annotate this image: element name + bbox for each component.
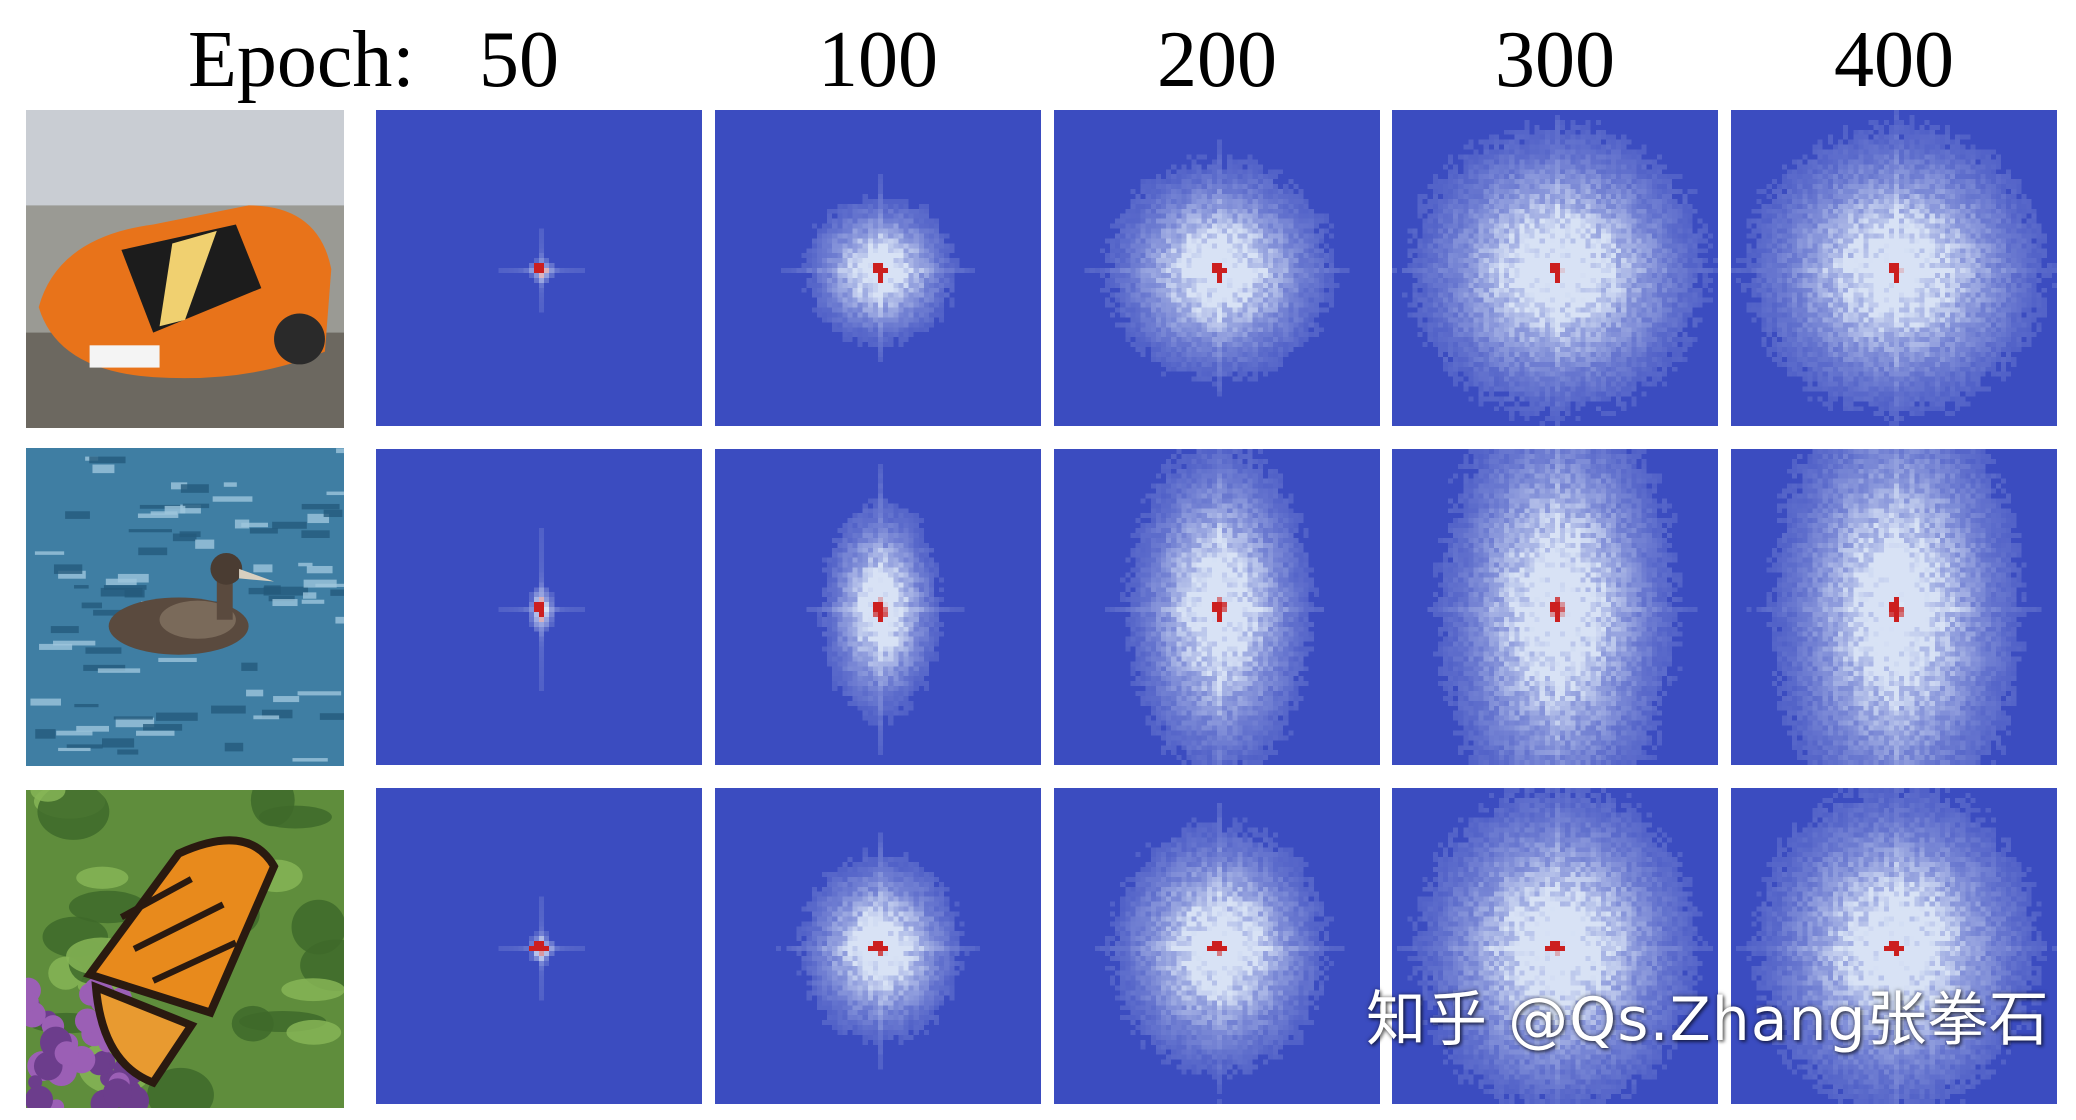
spectrum-car-epoch-200 (1054, 110, 1380, 426)
spectrum-bird-epoch-400 (1731, 449, 2057, 765)
spectrum-car-epoch-100 (715, 110, 1041, 426)
spectrum-car-epoch-400 (1731, 110, 2057, 426)
spectrum-butterfly-epoch-400 (1731, 788, 2057, 1104)
spectrum-bird-epoch-100 (715, 449, 1041, 765)
epoch-label-400: 400 (1731, 12, 2057, 108)
spectrum-bird-epoch-200 (1054, 449, 1380, 765)
spectrum-butterfly-epoch-200 (1054, 788, 1380, 1104)
spectrum-car-epoch-50 (376, 110, 702, 426)
spectrum-butterfly-epoch-300 (1392, 788, 1718, 1104)
epoch-axis-label: Epoch: (188, 12, 415, 108)
epoch-label-200: 200 (1054, 12, 1380, 108)
spectrum-butterfly-epoch-100 (715, 788, 1041, 1104)
racing-car-photo (26, 110, 344, 428)
epoch-label-50: 50 (356, 12, 682, 108)
epoch-label-100: 100 (715, 12, 1041, 108)
spectrum-butterfly-epoch-50 (376, 788, 702, 1104)
spectrum-car-epoch-300 (1392, 110, 1718, 426)
spectrum-bird-epoch-300 (1392, 449, 1718, 765)
spectrum-bird-epoch-50 (376, 449, 702, 765)
epoch-label-300: 300 (1392, 12, 1718, 108)
monarch-butterfly-photo (26, 790, 344, 1108)
watermark: 知乎 @Qs.Zhang张拳石 (1366, 982, 2050, 1058)
seabird-on-water-photo (26, 448, 344, 766)
